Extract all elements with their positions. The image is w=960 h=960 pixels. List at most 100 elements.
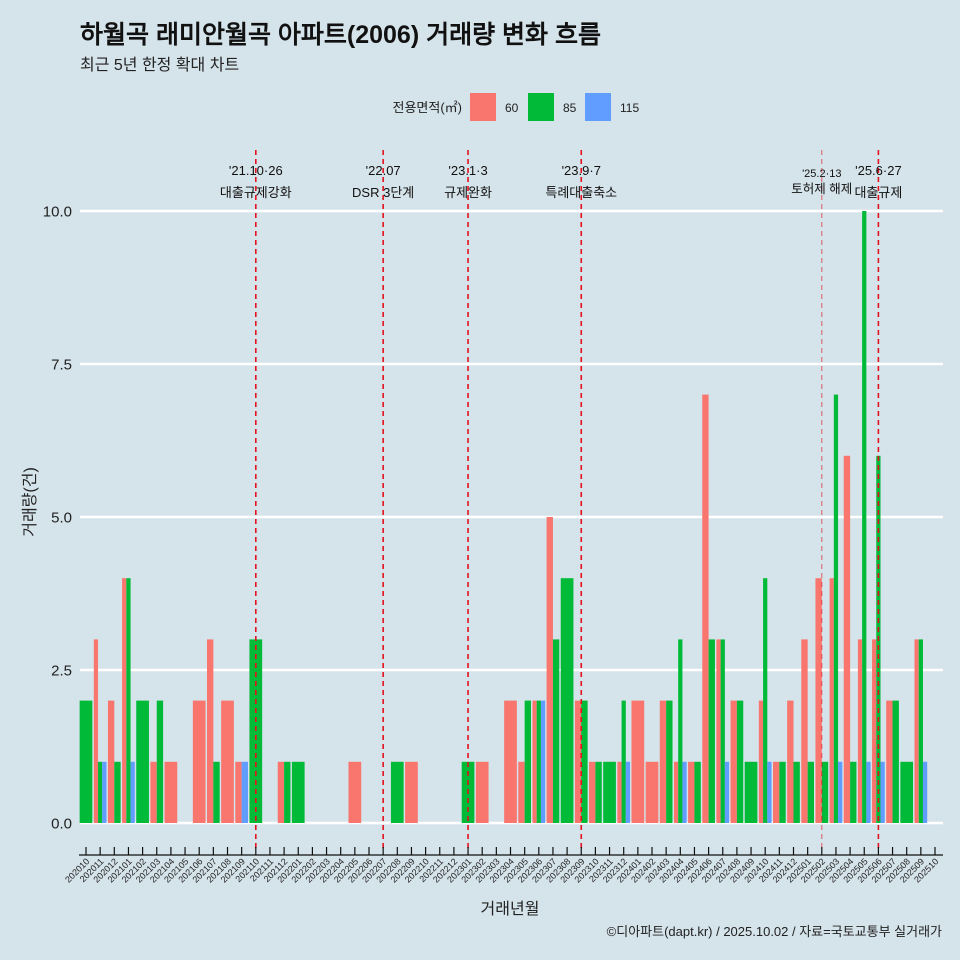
bar-85-202407 (720, 639, 725, 823)
bar-115-202101 (130, 761, 135, 823)
legend-label-85: 85 (563, 101, 577, 115)
bar-85-202404 (678, 639, 683, 823)
bar-85-202501 (807, 761, 814, 823)
event-label: 특례대출축소 (545, 185, 617, 200)
y-tick-label: 0.0 (51, 816, 72, 833)
bar-85-202112 (284, 761, 291, 823)
bar-60-202407 (716, 639, 721, 823)
chart-subtitle: 최근 5년 한정 확대 차트 (80, 56, 239, 74)
bar-115-202505 (866, 761, 871, 823)
y-axis: 0.0 2.5 5.0 7.5 10.0 (43, 204, 72, 833)
bar-60-202509 (914, 639, 919, 823)
bar-60-202104 (164, 761, 178, 823)
bar-115-202306 (540, 700, 546, 823)
bar-85-202305 (524, 700, 531, 823)
bar-60-202501 (801, 639, 808, 823)
event-date-label: '22.07 (366, 163, 401, 178)
bar-85-202508 (900, 761, 914, 823)
bar-60-202401 (631, 700, 645, 823)
bar-85-202311 (603, 761, 616, 823)
legend-swatch-115 (585, 93, 611, 121)
bar-115-202509 (922, 761, 928, 823)
bar-60-202505 (857, 639, 863, 823)
bar-85-202504 (850, 761, 857, 823)
event-label: 대출규제강화 (220, 185, 292, 200)
legend-title: 전용면적(㎡) (393, 100, 463, 115)
bar-60-202402 (645, 761, 659, 823)
bar-85-202307 (552, 639, 560, 823)
bar-85-202502 (821, 761, 829, 823)
event-date-label: '25.2·13 (802, 168, 841, 180)
bar-115-202404 (682, 761, 687, 823)
bar-60-202011 (93, 639, 99, 823)
legend-label-115: 115 (620, 101, 639, 115)
bar-85-202306 (536, 700, 541, 823)
bar-85-202310 (595, 761, 602, 823)
bar-85-202505 (862, 211, 867, 823)
legend-swatch-60 (470, 93, 496, 121)
bar-115-202410 (767, 761, 772, 823)
bar-60-202307 (546, 517, 553, 823)
bar-60-202312 (617, 761, 622, 823)
bar-85-202309 (581, 700, 588, 823)
y-tick-label: 2.5 (51, 663, 72, 680)
bar-60-202411 (773, 761, 780, 823)
bar-60-202506 (872, 639, 877, 823)
bar-85-202102 (136, 700, 149, 823)
bar-60-202507 (886, 700, 893, 823)
y-tick-label: 10.0 (43, 204, 72, 221)
bar-115-202109 (241, 761, 248, 823)
bar-85-202101 (126, 578, 131, 823)
event-annotations: '21.10·26 대출규제강화 '22.07 DSR 3단계 '23.1·3 규제완화 '… (220, 150, 902, 851)
bar-85-202012 (114, 761, 121, 823)
bar-85-202410 (763, 578, 768, 823)
bar-60-202408 (730, 700, 737, 823)
event-date-label: '21.10·26 (229, 163, 283, 178)
bar-60-202112 (277, 761, 285, 823)
bar-60-202503 (829, 578, 834, 823)
caption: ©디아파트(dapt.kr) / 2025.10.02 / 자료=국토교통부 실… (607, 924, 942, 939)
bar-60-202302 (475, 761, 489, 823)
bar-60-202304 (504, 700, 517, 823)
bar-60-202405 (688, 761, 695, 823)
bar-85-202107 (213, 761, 220, 823)
event-label: 규제완화 (444, 185, 492, 200)
chart-title: 하월곡 래미안월곡 아파트(2006) 거래량 변화 흐름 (80, 21, 601, 49)
bar-60-202101 (122, 578, 127, 823)
bar-60-202306 (532, 700, 537, 823)
bar-85-202110 (249, 639, 263, 823)
bar-60-202502 (815, 578, 822, 823)
bar-115-202407 (724, 761, 730, 823)
bar-115-202312 (625, 761, 631, 823)
bar-60-202504 (843, 455, 851, 823)
bar-85-202412 (793, 761, 800, 823)
bar-60-202406 (702, 394, 709, 823)
bar-85-202011 (98, 761, 103, 823)
bar-85-202409 (744, 761, 758, 823)
event-label: 토허제 해제 (791, 182, 852, 196)
bar-85-202010 (79, 700, 93, 823)
bar-60-202403 (659, 700, 667, 823)
bar-115-202503 (838, 761, 843, 823)
bar-60-202108 (221, 700, 234, 823)
event-date-label: '23.1·3 (448, 163, 487, 178)
legend: 전용면적(㎡) 60 85 115 (393, 93, 639, 121)
event-label: DSR 3단계 (352, 185, 414, 200)
y-tick-label: 5.0 (51, 510, 72, 527)
bar-60-202209 (405, 761, 418, 823)
legend-label-60: 60 (505, 101, 519, 115)
bar-85-202103 (156, 700, 164, 823)
bar-85-202405 (694, 761, 701, 823)
x-axis-title: 거래년월 (481, 900, 540, 918)
event-date-label: '25.6·27 (855, 163, 902, 178)
bar-85-202507 (892, 700, 899, 823)
bar-85-202406 (708, 639, 715, 823)
bar-60-202109 (235, 761, 242, 823)
bar-115-202506 (880, 761, 885, 823)
bar-60-202410 (758, 700, 764, 823)
bar-60-202103 (150, 761, 157, 823)
bar-85-202201 (291, 761, 305, 823)
y-axis-title: 거래량(건) (21, 467, 39, 537)
event-label: 대출규제 (854, 185, 902, 200)
